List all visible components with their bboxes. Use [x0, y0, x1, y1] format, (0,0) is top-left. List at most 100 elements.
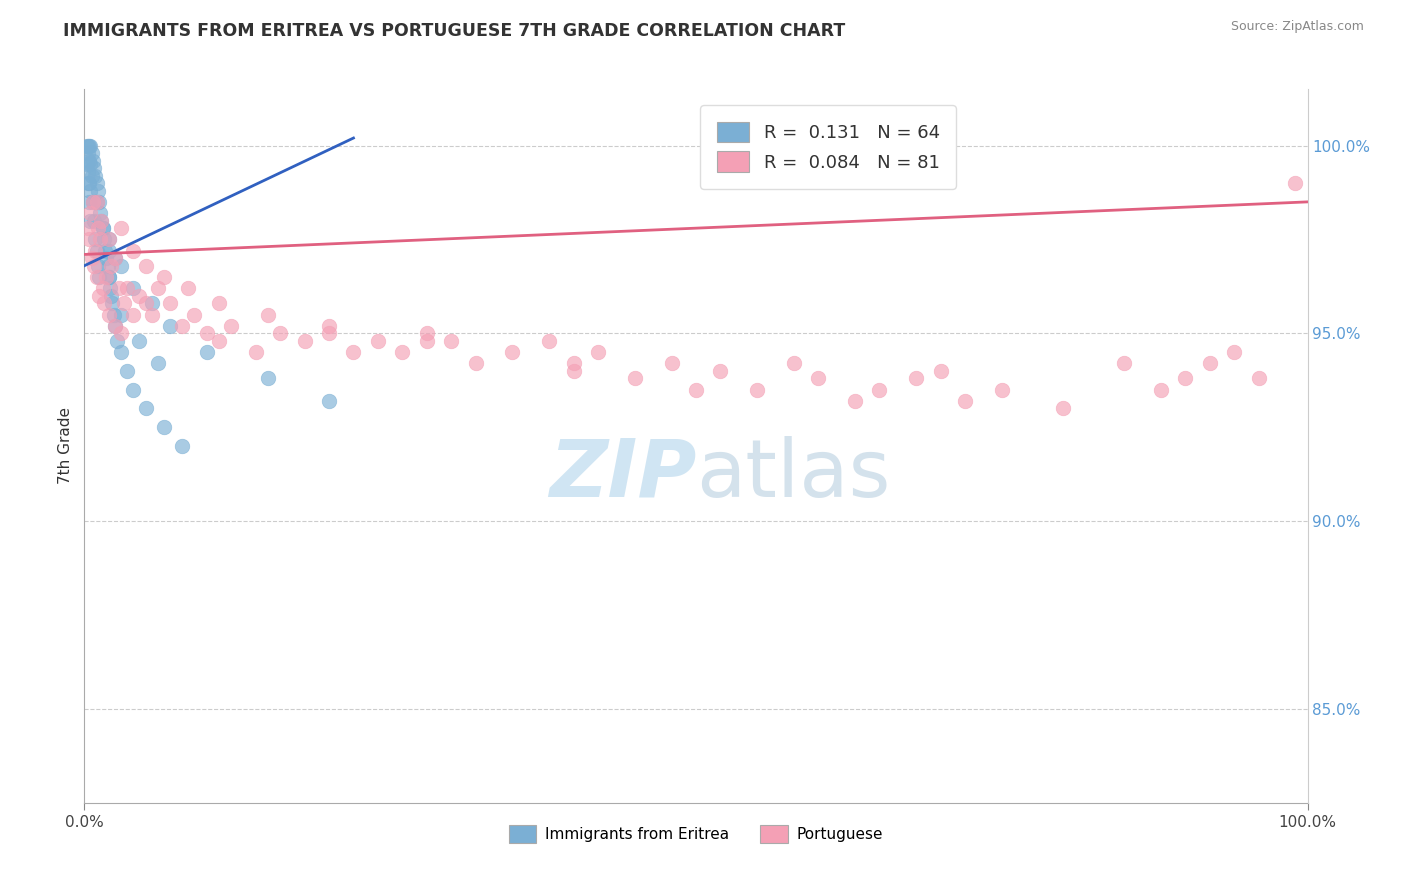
Point: [87, 259, 110, 273]
Point: [83, 161, 105, 175]
Point: [79, 157, 101, 171]
Point: [77, 138, 100, 153]
Point: [93, 296, 115, 310]
Point: [104, 318, 127, 333]
Point: [80, 251, 103, 265]
Point: [122, 308, 145, 322]
Point: [783, 356, 806, 370]
Point: [128, 334, 150, 348]
Point: [128, 289, 150, 303]
Point: [97, 270, 120, 285]
Point: [77, 138, 100, 153]
Point: [97, 244, 120, 258]
Point: [87, 289, 110, 303]
Point: [709, 364, 731, 378]
Point: [208, 334, 231, 348]
Point: [219, 318, 242, 333]
Point: [905, 371, 928, 385]
Point: [84, 169, 107, 183]
Point: [86, 194, 108, 209]
Point: [77, 194, 100, 209]
Point: [141, 308, 163, 322]
Point: [1150, 383, 1173, 397]
Point: [115, 364, 138, 378]
Point: [97, 259, 120, 273]
Point: [82, 194, 104, 209]
Point: [100, 259, 122, 273]
Point: [115, 281, 138, 295]
Point: [624, 371, 647, 385]
Point: [96, 251, 118, 265]
Point: [77, 153, 100, 168]
Point: [104, 251, 127, 265]
Point: [79, 184, 101, 198]
Point: [135, 296, 157, 310]
Point: [84, 232, 107, 246]
Point: [84, 244, 107, 258]
Point: [502, 345, 524, 359]
Point: [79, 213, 101, 227]
Point: [101, 296, 124, 310]
Point: [562, 356, 585, 370]
Point: [77, 146, 100, 161]
Point: [80, 169, 103, 183]
Point: [294, 334, 316, 348]
Point: [110, 221, 132, 235]
Point: [103, 308, 125, 322]
Point: [77, 232, 100, 246]
Point: [869, 383, 891, 397]
Point: [991, 383, 1014, 397]
Point: [135, 259, 157, 273]
Point: [79, 206, 101, 220]
Point: [159, 296, 181, 310]
Point: [86, 176, 108, 190]
Point: [245, 345, 267, 359]
Point: [159, 318, 181, 333]
Point: [122, 281, 145, 295]
Point: [416, 334, 439, 348]
Point: [91, 221, 114, 235]
Point: [269, 326, 291, 341]
Point: [172, 439, 194, 453]
Point: [538, 334, 561, 348]
Point: [105, 334, 128, 348]
Point: [87, 270, 110, 285]
Point: [110, 259, 132, 273]
Point: [844, 393, 866, 408]
Point: [80, 146, 103, 161]
Point: [807, 371, 830, 385]
Point: [87, 221, 110, 235]
Point: [89, 232, 111, 246]
Point: [76, 138, 98, 153]
Point: [953, 393, 976, 408]
Point: [153, 420, 176, 434]
Point: [83, 259, 105, 273]
Point: [97, 232, 120, 246]
Point: [440, 334, 463, 348]
Point: [685, 383, 707, 397]
Point: [82, 153, 104, 168]
Point: [97, 270, 120, 285]
Point: [110, 345, 132, 359]
Point: [83, 213, 105, 227]
Point: [416, 326, 439, 341]
Point: [172, 318, 194, 333]
Point: [146, 356, 169, 370]
Point: [153, 270, 176, 285]
Point: [141, 296, 163, 310]
Point: [122, 383, 145, 397]
Text: ZIP: ZIP: [548, 435, 696, 514]
Point: [318, 326, 340, 341]
Legend: Immigrants from Eritrea, Portuguese: Immigrants from Eritrea, Portuguese: [502, 819, 890, 848]
Point: [195, 345, 218, 359]
Point: [77, 221, 100, 235]
Point: [318, 318, 340, 333]
Point: [91, 281, 114, 295]
Point: [90, 213, 112, 227]
Point: [1114, 356, 1136, 370]
Point: [110, 326, 132, 341]
Point: [562, 364, 585, 378]
Point: [146, 281, 169, 295]
Text: atlas: atlas: [696, 435, 890, 514]
Point: [1284, 176, 1306, 190]
